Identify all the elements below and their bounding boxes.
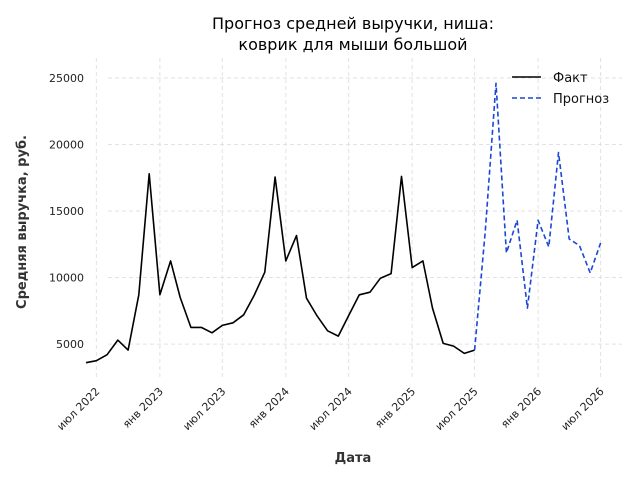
legend-label: Прогноз <box>553 92 609 107</box>
chart-title-line-2: коврик для мыши большой <box>238 35 467 54</box>
y-tick-label: 20000 <box>49 138 84 151</box>
y-tick-label: 10000 <box>49 272 84 285</box>
x-tick-labels: июл 2022 янв 2023 июл 2023 янв 2024 июл 2024… <box>54 385 606 433</box>
x-axis-label: Дата <box>335 451 372 466</box>
y-tick-label: 25000 <box>49 72 84 85</box>
y-tick-labels: 5000 10000 15000 20000 25000 <box>49 72 84 351</box>
legend: Факт Прогноз <box>512 71 609 107</box>
series-line-fact <box>85 173 475 364</box>
x-tick-label: янв 2025 <box>372 385 418 431</box>
x-tick-label: июл 2025 <box>433 385 481 433</box>
x-tick-label: янв 2026 <box>498 385 544 431</box>
legend-label: Факт <box>553 71 588 86</box>
series-line-forecast <box>473 82 602 351</box>
x-tick-label: июл 2026 <box>559 385 607 433</box>
y-tick-label: 15000 <box>49 205 84 218</box>
x-tick-label: июл 2022 <box>54 385 102 433</box>
series-layer <box>85 82 602 364</box>
x-tick-label: июл 2023 <box>180 385 228 433</box>
chart-title-line-1: Прогноз средней выручки, ниша: <box>212 14 494 33</box>
x-tick-label: янв 2023 <box>120 385 166 431</box>
x-tick-label: июл 2024 <box>307 385 355 433</box>
grid <box>95 58 622 380</box>
y-axis-label: Средняя выручка, руб. <box>15 135 30 309</box>
y-tick-label: 5000 <box>56 338 84 351</box>
x-tick-label: янв 2024 <box>246 385 292 431</box>
